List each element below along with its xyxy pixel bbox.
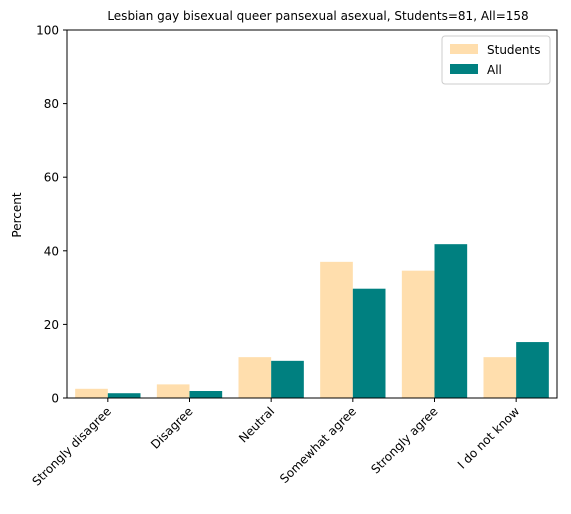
bar-students-4 [402, 271, 435, 398]
y-tick-label: 60 [44, 171, 59, 185]
legend-swatch-all [450, 64, 478, 74]
legend-label-students: Students [487, 43, 541, 57]
x-tick-label: Strongly agree [368, 404, 440, 476]
bar-students-1 [157, 384, 190, 398]
bar-all-1 [190, 391, 223, 398]
bar-all-5 [516, 342, 549, 398]
bar-students-3 [320, 262, 353, 398]
legend: Students All [442, 36, 550, 84]
bar-students-2 [239, 357, 272, 398]
x-tick-label: Somewhat agree [277, 404, 359, 486]
bar-students-5 [484, 357, 517, 398]
bar-all-3 [353, 289, 386, 398]
y-tick-label: 20 [44, 318, 59, 332]
bar-all-0 [108, 393, 141, 398]
y-axis-label: Percent [10, 192, 24, 237]
x-tick-label: Neutral [236, 404, 277, 445]
chart-title: Lesbian gay bisexual queer pansexual ase… [107, 9, 528, 23]
y-tick-label: 40 [44, 244, 59, 258]
legend-swatch-students [450, 44, 478, 54]
y-tick-label: 0 [51, 392, 59, 406]
bars-group [75, 244, 549, 398]
y-tick-label: 100 [36, 24, 59, 38]
bar-students-0 [75, 389, 108, 398]
plot-frame [67, 30, 557, 398]
bar-all-2 [271, 361, 304, 398]
bar-all-4 [435, 244, 468, 398]
x-tick-label: Strongly disagree [30, 404, 114, 488]
x-axis-ticks: Strongly disagree Disagree Neutral Somewhat… [30, 398, 523, 489]
y-axis-ticks: 0 20 40 60 80 100 [36, 24, 67, 406]
x-tick-label: I do not know [455, 404, 523, 472]
x-tick-label: Disagree [148, 404, 196, 452]
y-tick-label: 80 [44, 97, 59, 111]
legend-label-all: All [487, 63, 502, 77]
